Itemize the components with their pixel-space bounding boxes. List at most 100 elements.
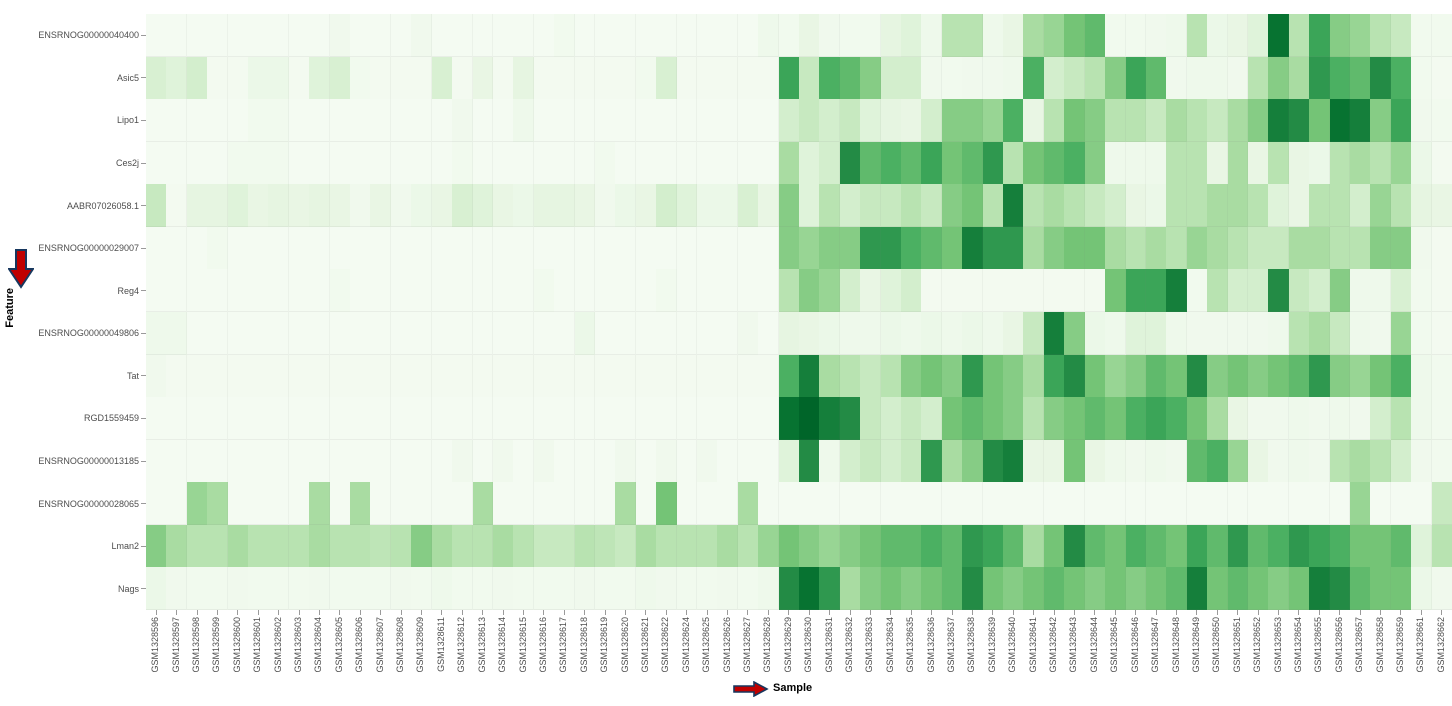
heatmap-cell[interactable] xyxy=(350,269,371,313)
heatmap-cell[interactable] xyxy=(1390,354,1412,398)
heatmap-cell[interactable] xyxy=(1288,439,1310,483)
heatmap-cell[interactable] xyxy=(982,312,1004,356)
heatmap-cell[interactable] xyxy=(186,312,208,356)
heatmap-cell[interactable] xyxy=(1145,524,1167,568)
heatmap-cell[interactable] xyxy=(554,56,576,100)
heatmap-cell[interactable] xyxy=(411,312,433,356)
heatmap-cell[interactable] xyxy=(411,397,433,441)
heatmap-cell[interactable] xyxy=(819,226,841,270)
heatmap-cell[interactable] xyxy=(1145,99,1167,143)
heatmap-cell[interactable] xyxy=(533,482,555,526)
heatmap-cell[interactable] xyxy=(860,99,882,143)
heatmap-cell[interactable] xyxy=(615,269,637,313)
heatmap-cell[interactable] xyxy=(370,439,392,483)
heatmap-cell[interactable] xyxy=(880,141,902,185)
heatmap-cell[interactable] xyxy=(472,141,494,185)
heatmap-cell[interactable] xyxy=(1390,141,1412,185)
heatmap-cell[interactable] xyxy=(1145,141,1167,185)
heatmap-cell[interactable] xyxy=(921,482,943,526)
heatmap-cell[interactable] xyxy=(1043,184,1065,228)
heatmap-cell[interactable] xyxy=(248,524,269,568)
heatmap-cell[interactable] xyxy=(411,354,433,398)
heatmap-cell[interactable] xyxy=(574,439,596,483)
heatmap-cell[interactable] xyxy=(452,56,473,100)
heatmap-cell[interactable] xyxy=(1003,269,1024,313)
heatmap-cell[interactable] xyxy=(390,226,412,270)
heatmap-cell[interactable] xyxy=(717,439,739,483)
heatmap-cell[interactable] xyxy=(676,524,698,568)
heatmap-cell[interactable] xyxy=(1186,56,1208,100)
heatmap-cell[interactable] xyxy=(799,439,820,483)
heatmap-cell[interactable] xyxy=(227,482,249,526)
heatmap-cell[interactable] xyxy=(1105,482,1126,526)
heatmap-cell[interactable] xyxy=(594,312,616,356)
heatmap-cell[interactable] xyxy=(880,56,902,100)
heatmap-cell[interactable] xyxy=(758,226,780,270)
heatmap-cell[interactable] xyxy=(1268,14,1290,58)
heatmap-cell[interactable] xyxy=(1186,439,1208,483)
heatmap-cell[interactable] xyxy=(1349,14,1371,58)
heatmap-cell[interactable] xyxy=(921,439,943,483)
heatmap-cell[interactable] xyxy=(1268,482,1290,526)
heatmap-cell[interactable] xyxy=(146,14,167,58)
heatmap-cell[interactable] xyxy=(962,269,984,313)
heatmap-cell[interactable] xyxy=(635,482,657,526)
heatmap-cell[interactable] xyxy=(901,524,922,568)
heatmap-cell[interactable] xyxy=(1370,56,1392,100)
heatmap-cell[interactable] xyxy=(717,524,739,568)
heatmap-cell[interactable] xyxy=(186,141,208,185)
heatmap-cell[interactable] xyxy=(288,184,310,228)
heatmap-cell[interactable] xyxy=(1247,482,1269,526)
heatmap-cell[interactable] xyxy=(635,56,657,100)
heatmap-cell[interactable] xyxy=(1268,56,1290,100)
heatmap-cell[interactable] xyxy=(1349,141,1371,185)
heatmap-cell[interactable] xyxy=(492,482,514,526)
heatmap-cell[interactable] xyxy=(635,141,657,185)
heatmap-cell[interactable] xyxy=(390,354,412,398)
heatmap-cell[interactable] xyxy=(1084,312,1106,356)
heatmap-cell[interactable] xyxy=(1329,184,1351,228)
heatmap-cell[interactable] xyxy=(431,524,453,568)
heatmap-cell[interactable] xyxy=(268,14,290,58)
heatmap-cell[interactable] xyxy=(1309,226,1331,270)
heatmap-cell[interactable] xyxy=(982,99,1004,143)
heatmap-cell[interactable] xyxy=(186,354,208,398)
heatmap-cell[interactable] xyxy=(472,56,494,100)
heatmap-cell[interactable] xyxy=(1023,99,1045,143)
heatmap-cell[interactable] xyxy=(350,184,371,228)
heatmap-cell[interactable] xyxy=(1268,226,1290,270)
heatmap-cell[interactable] xyxy=(146,184,167,228)
heatmap-cell[interactable] xyxy=(839,226,861,270)
heatmap-cell[interactable] xyxy=(390,524,412,568)
heatmap-cell[interactable] xyxy=(411,226,433,270)
heatmap-cell[interactable] xyxy=(717,567,739,611)
heatmap-cell[interactable] xyxy=(696,99,718,143)
heatmap-cell[interactable] xyxy=(574,226,596,270)
heatmap-cell[interactable] xyxy=(1370,397,1392,441)
heatmap-cell[interactable] xyxy=(717,56,739,100)
heatmap-cell[interactable] xyxy=(717,269,739,313)
heatmap-cell[interactable] xyxy=(329,397,351,441)
heatmap-cell[interactable] xyxy=(1166,269,1188,313)
heatmap-cell[interactable] xyxy=(941,56,963,100)
heatmap-cell[interactable] xyxy=(594,184,616,228)
heatmap-cell[interactable] xyxy=(411,524,433,568)
heatmap-cell[interactable] xyxy=(1166,567,1188,611)
heatmap-cell[interactable] xyxy=(309,226,331,270)
heatmap-cell[interactable] xyxy=(350,141,371,185)
heatmap-cell[interactable] xyxy=(1268,397,1290,441)
heatmap-cell[interactable] xyxy=(1411,99,1433,143)
heatmap-cell[interactable] xyxy=(860,269,882,313)
heatmap-cell[interactable] xyxy=(1125,99,1147,143)
heatmap-cell[interactable] xyxy=(166,482,188,526)
heatmap-cell[interactable] xyxy=(1003,312,1024,356)
heatmap-cell[interactable] xyxy=(982,354,1004,398)
heatmap-cell[interactable] xyxy=(737,312,759,356)
heatmap-cell[interactable] xyxy=(594,567,616,611)
heatmap-cell[interactable] xyxy=(146,439,167,483)
heatmap-cell[interactable] xyxy=(207,141,229,185)
heatmap-cell[interactable] xyxy=(676,567,698,611)
heatmap-cell[interactable] xyxy=(1207,482,1229,526)
heatmap-cell[interactable] xyxy=(186,269,208,313)
heatmap-cell[interactable] xyxy=(370,397,392,441)
